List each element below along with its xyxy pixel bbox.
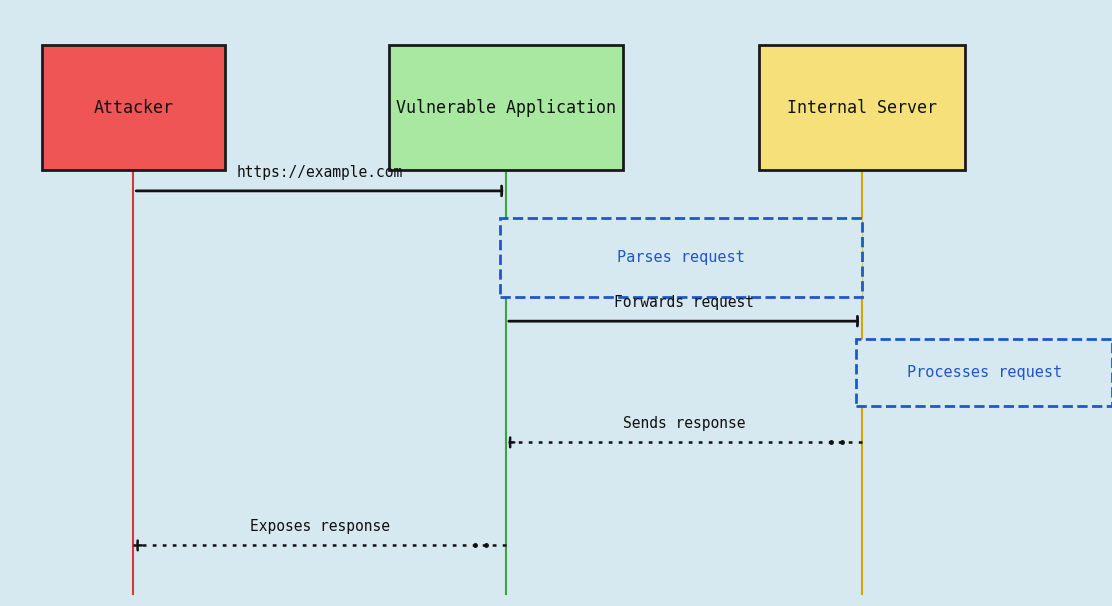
FancyBboxPatch shape (758, 45, 965, 170)
Text: Forwards request: Forwards request (614, 295, 754, 310)
Text: Processes request: Processes request (906, 365, 1062, 380)
FancyBboxPatch shape (856, 339, 1112, 406)
Text: https://example.com: https://example.com (237, 165, 403, 180)
FancyBboxPatch shape (389, 45, 623, 170)
Text: Parses request: Parses request (617, 250, 745, 265)
Text: Sends response: Sends response (623, 416, 745, 431)
Text: Attacker: Attacker (93, 99, 173, 116)
Text: Exposes response: Exposes response (250, 519, 389, 534)
Text: Vulnerable Application: Vulnerable Application (396, 99, 616, 116)
Text: Internal Server: Internal Server (787, 99, 936, 116)
FancyBboxPatch shape (42, 45, 225, 170)
FancyBboxPatch shape (500, 218, 862, 297)
